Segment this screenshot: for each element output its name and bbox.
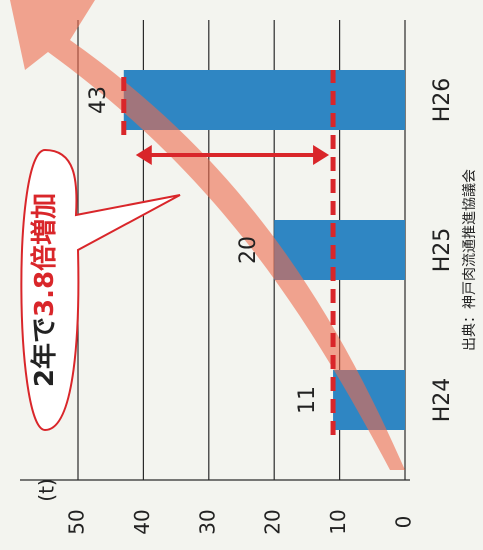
annotation-prefix: 2年で (29, 317, 60, 387)
x-tick-label: H26 (430, 78, 455, 123)
x-tick-label: H25 (430, 228, 455, 273)
y-tick-label: 0 (392, 516, 416, 529)
value-label: 11 (295, 386, 320, 414)
source: 出典：神戸肉流通推進協議会 (461, 169, 478, 351)
y-tick-label: 30 (195, 509, 219, 534)
growth-arrow (10, 0, 405, 470)
axis-label: (t) (35, 478, 59, 501)
x-tick-label: H24 (430, 378, 455, 423)
overlay: 11 H24 20 H25 43 H26 (86, 70, 455, 435)
annotation: 2年で3.8倍増加 (29, 193, 60, 387)
y-tick-label: 50 (65, 509, 89, 534)
annotation-highlight: 3.8倍増加 (29, 193, 60, 317)
callout (20, 148, 181, 432)
value-label: 20 (236, 236, 261, 264)
value-label: 43 (86, 86, 111, 114)
y-tick-label: 20 (261, 509, 285, 534)
y-tick-label: 40 (130, 509, 154, 534)
bar (123, 70, 405, 130)
y-tick-label: 10 (326, 509, 350, 534)
